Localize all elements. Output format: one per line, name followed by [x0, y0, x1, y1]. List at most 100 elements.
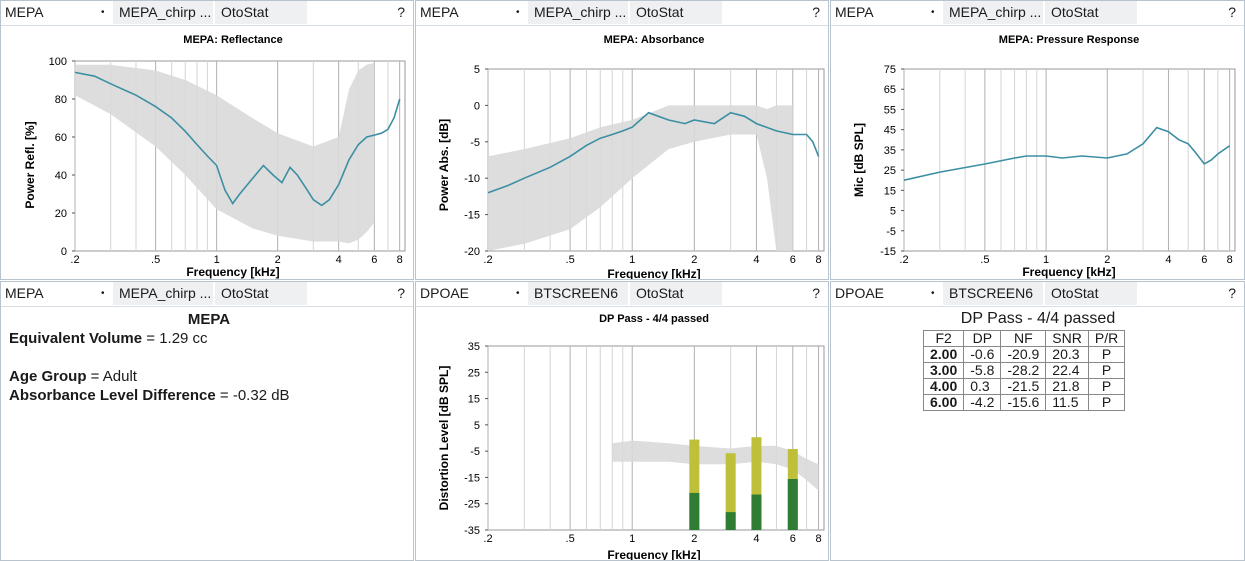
y-axis-label: Power Refl. [%]	[23, 121, 37, 208]
equivalent-volume-value: = 1.29 cc	[142, 330, 208, 347]
bullet-icon: •	[931, 7, 935, 18]
pressure-response-chart: MEPA: Pressure Response Frequency [kHz] …	[852, 34, 1236, 279]
x-tick-label: 2	[275, 254, 281, 266]
module-selector[interactable]: DPOAE	[835, 285, 885, 301]
table-cell: P	[1087, 378, 1126, 395]
test-name[interactable]: MEPA_chirp ...	[528, 1, 628, 24]
column-header: SNR	[1045, 330, 1089, 347]
table-cell: 4.00	[922, 378, 965, 395]
device-name[interactable]: OtoStat	[215, 282, 307, 305]
panel-header: MEPA • MEPA_chirp ... OtoStat ?	[1, 1, 413, 26]
summary-title: MEPA	[187, 311, 231, 328]
normative-range	[75, 62, 375, 244]
x-tick-label: 6	[790, 254, 796, 266]
panel-mepa-summary: MEPA • MEPA_chirp ... OtoStat ? MEPA Equ…	[0, 281, 414, 561]
chart-title: MEPA: Pressure Response	[999, 34, 1139, 46]
x-tick-label: 6	[1201, 254, 1207, 266]
device-name[interactable]: OtoStat	[630, 1, 722, 24]
module-selector[interactable]: MEPA	[5, 285, 44, 301]
device-name[interactable]: OtoStat	[630, 282, 722, 305]
age-group-value: = Adult	[86, 368, 137, 385]
help-button[interactable]: ?	[397, 4, 405, 20]
table-cell: 20.3	[1045, 346, 1089, 363]
y-tick-label: 40	[55, 170, 67, 182]
nf-bar	[689, 492, 700, 530]
device-name[interactable]: OtoStat	[1045, 282, 1137, 305]
panel-header: MEPA • MEPA_chirp ... OtoStat ?	[831, 1, 1244, 26]
chart-title: MEPA: Reflectance	[183, 34, 282, 46]
y-tick-label: 5	[890, 206, 896, 218]
y-tick-label: 60	[55, 132, 67, 144]
y-tick-label: 25	[884, 165, 896, 177]
x-tick-label: 8	[1227, 254, 1233, 266]
y-tick-label: 15	[468, 394, 480, 406]
nf-bar	[725, 512, 736, 530]
device-name[interactable]: OtoStat	[215, 1, 307, 24]
module-selector[interactable]: MEPA	[420, 4, 459, 20]
test-name[interactable]: BTSCREEN6	[943, 282, 1043, 305]
panel-header: MEPA • MEPA_chirp ... OtoStat ?	[416, 1, 828, 26]
y-tick-label: 100	[49, 56, 67, 68]
table-cell: 21.8	[1045, 378, 1089, 395]
help-button[interactable]: ?	[397, 285, 405, 301]
normative-range	[612, 440, 819, 491]
plot-area	[487, 345, 825, 531]
panel-pressure-response: MEPA • MEPA_chirp ... OtoStat ? MEPA: Pr…	[830, 0, 1245, 280]
help-button[interactable]: ?	[812, 4, 820, 20]
test-name[interactable]: BTSCREEN6	[528, 282, 628, 305]
table-row: 4.00 0.3 -21.5 21.8 P	[922, 378, 1126, 395]
dp-bar	[689, 439, 700, 530]
test-name[interactable]: MEPA_chirp ...	[113, 1, 213, 24]
y-tick-label: 0	[474, 100, 480, 112]
x-tick-label: 1	[1043, 254, 1049, 266]
dp-bar	[751, 437, 762, 530]
module-selector[interactable]: DPOAE	[420, 285, 470, 301]
y-tick-label: -5	[886, 226, 896, 238]
help-button[interactable]: ?	[1228, 285, 1236, 301]
dp-results: DP Pass - 4/4 passed F2 DP NF SNR P/R 2.00 -0…	[831, 306, 1244, 411]
mepa-summary: MEPA Equivalent Volume = 1.29 cc Age Gro…	[9, 310, 409, 405]
test-name[interactable]: MEPA_chirp ...	[113, 282, 213, 305]
panel-dpoae-table: DPOAE • BTSCREEN6 OtoStat ? DP Pass - 4/…	[830, 281, 1245, 561]
device-name[interactable]: OtoStat	[1045, 1, 1137, 24]
y-tick-label: -35	[464, 525, 480, 537]
y-tick-label: 45	[884, 125, 896, 137]
x-tick-label: .5	[980, 254, 989, 266]
panel-header: DPOAE • BTSCREEN6 OtoStat ?	[831, 282, 1244, 307]
x-tick-label: 6	[371, 254, 377, 266]
x-tick-label: 8	[816, 254, 822, 266]
y-tick-label: 55	[884, 104, 896, 116]
table-cell: -0.6	[963, 346, 1002, 363]
x-tick-label: 4	[336, 254, 342, 266]
series-line	[903, 126, 1231, 181]
help-button[interactable]: ?	[812, 285, 820, 301]
panel-dpoae-chart: DPOAE • BTSCREEN6 OtoStat ? DP Pass - 4/…	[415, 281, 829, 561]
module-selector[interactable]: MEPA	[835, 4, 874, 20]
column-header: F2	[922, 330, 965, 347]
x-tick-label: 2	[691, 254, 697, 266]
bullet-icon: •	[516, 288, 520, 299]
x-tick-label: 6	[790, 533, 796, 545]
y-axis-label: Power Abs. [dB]	[437, 119, 451, 211]
nf-bar	[751, 494, 762, 530]
bullet-icon: •	[101, 288, 105, 299]
table-cell: -5.8	[963, 362, 1002, 379]
reflectance-chart: MEPA: Reflectance Frequency [kHz] Power …	[23, 34, 406, 279]
equivalent-volume-label: Equivalent Volume	[9, 330, 143, 347]
normative-range	[488, 105, 793, 252]
table-cell: -4.2	[963, 394, 1002, 411]
x-axis-label: Frequency [kHz]	[186, 265, 279, 279]
help-button[interactable]: ?	[1228, 4, 1236, 20]
module-selector[interactable]: MEPA	[5, 4, 44, 20]
table-cell: -21.5	[1000, 378, 1047, 395]
y-tick-label: -15	[464, 472, 480, 484]
table-header-row: F2 DP NF SNR P/R	[922, 330, 1126, 347]
test-name[interactable]: MEPA_chirp ...	[943, 1, 1043, 24]
table-cell: 3.00	[922, 362, 965, 379]
panel-header: MEPA • MEPA_chirp ... OtoStat ?	[1, 282, 413, 307]
table-cell: -28.2	[1000, 362, 1047, 379]
column-header: P/R	[1087, 330, 1126, 347]
column-header: NF	[1000, 330, 1047, 347]
chart-title: DP Pass - 4/4 passed	[599, 313, 709, 325]
x-tick-label: 8	[816, 533, 822, 545]
